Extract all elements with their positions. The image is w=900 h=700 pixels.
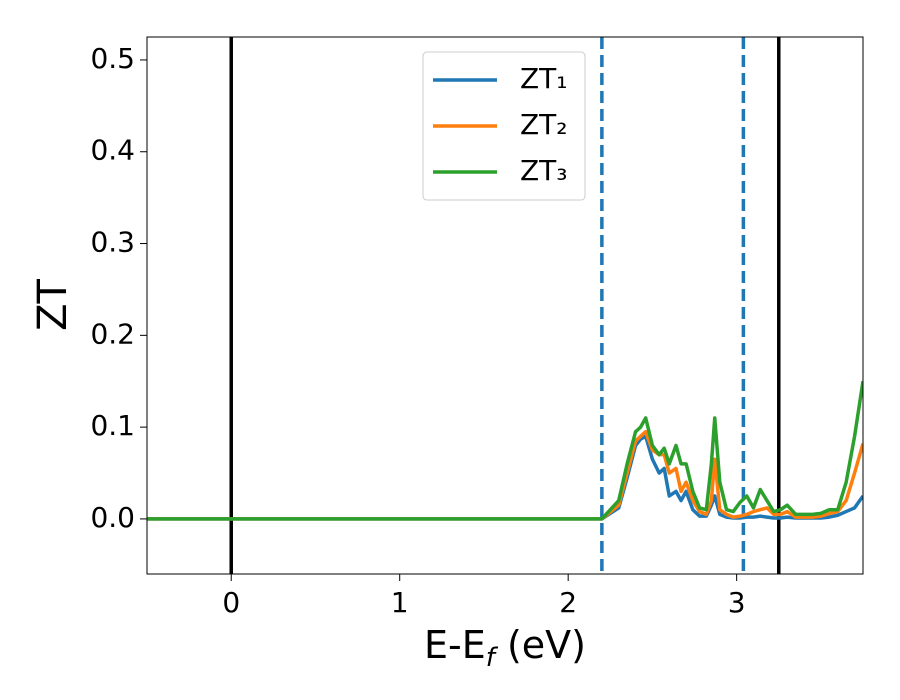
y-tick-label: 0.0 — [90, 501, 135, 534]
y-tick-label: 0.1 — [90, 409, 135, 442]
y-tick-label: 0.4 — [90, 134, 135, 167]
y-tick-label: 0.3 — [90, 226, 135, 259]
legend-label: ZT₁ — [520, 62, 568, 95]
x-tick-label: 3 — [728, 586, 746, 619]
series-line — [147, 429, 863, 521]
series-line — [147, 380, 863, 521]
legend-label: ZT₂ — [520, 108, 568, 141]
legend-box — [422, 51, 586, 201]
x-axis-label: E-Ef (eV) — [424, 623, 586, 673]
x-tick-label: 1 — [391, 586, 409, 619]
x-tick-label: 0 — [222, 586, 240, 619]
x-label-part: (eV) — [495, 623, 586, 667]
y-tick-label: 0.2 — [90, 317, 135, 350]
plot-frame — [146, 36, 864, 575]
x-label-part: E-E — [424, 623, 486, 667]
y-tick-label: 0.5 — [90, 42, 135, 75]
plot-area — [147, 37, 863, 574]
y-axis-label: ZT — [30, 279, 76, 331]
legend-label: ZT₃ — [520, 154, 568, 187]
x-tick-label: 2 — [559, 586, 577, 619]
